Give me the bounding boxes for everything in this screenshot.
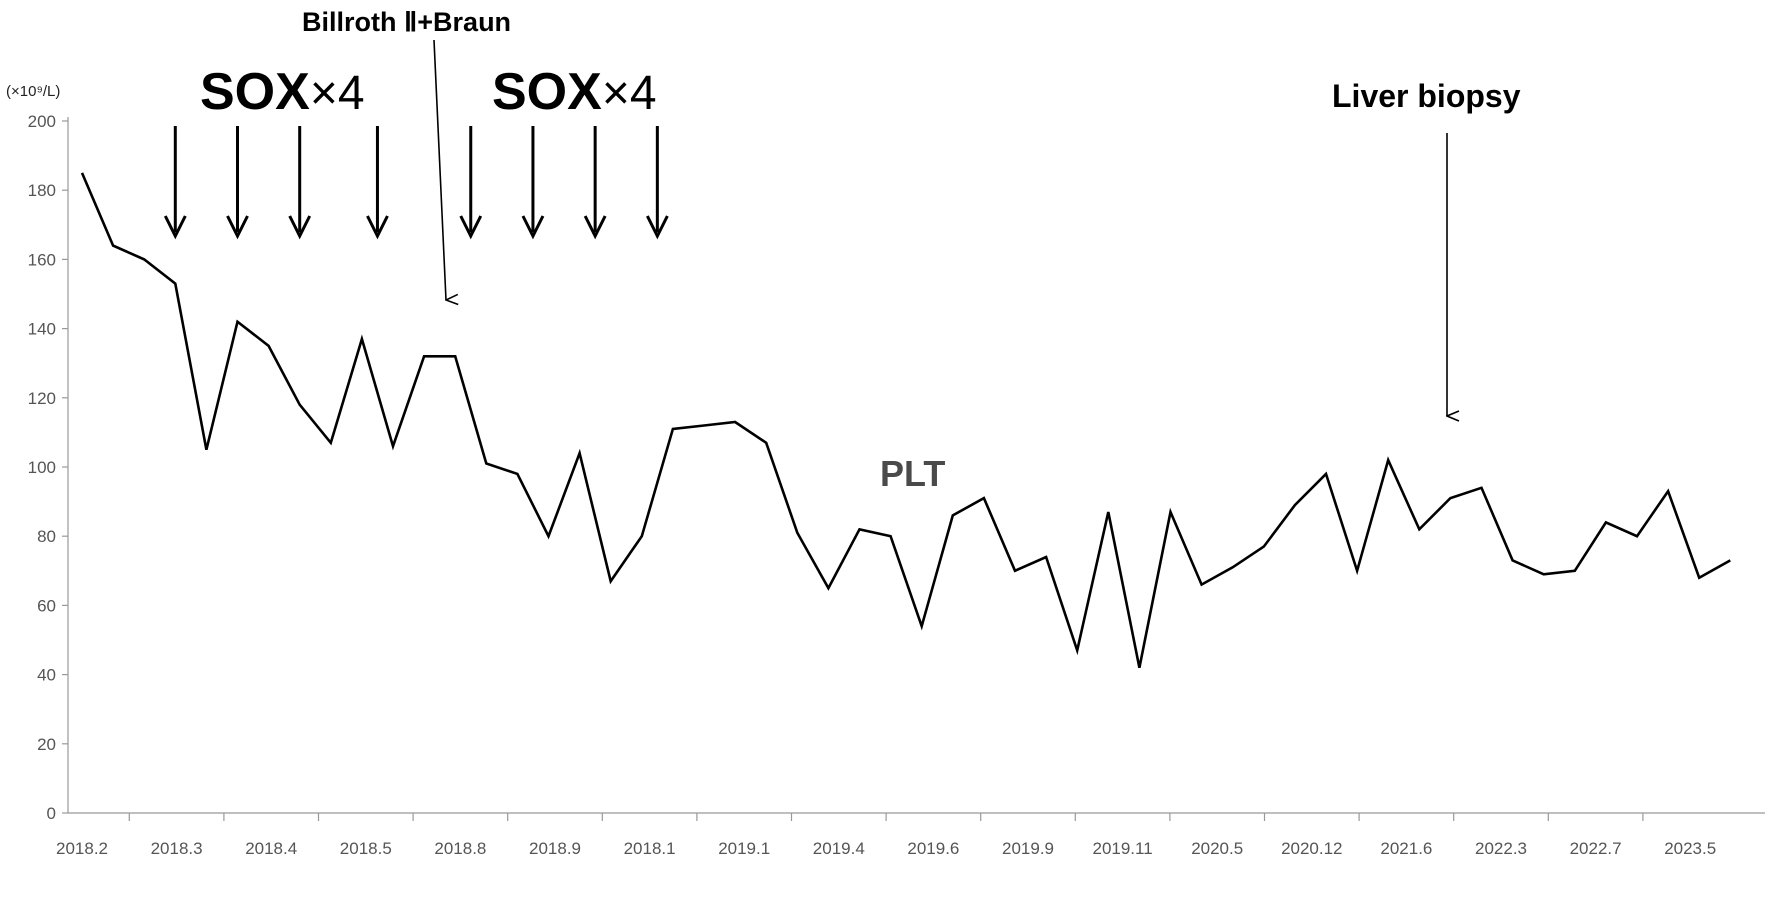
x-tick-label: 2019.6 [907, 839, 959, 858]
plt-series [80, 172, 1731, 668]
x-tick-label: 2019.4 [813, 839, 865, 858]
y-tick-label: 200 [28, 112, 56, 131]
treatment-arrow [646, 126, 669, 240]
treatment-arrow [366, 126, 389, 240]
surgery-label: Billroth Ⅱ+Braun [302, 7, 511, 37]
sox-label: SOX×4 [200, 63, 365, 121]
x-tick-label: 2022.7 [1570, 839, 1622, 858]
annotations: SOX×4 SOX×4 Billroth Ⅱ+Braun Liver biopsy [163, 7, 1521, 416]
x-tick-label: 2019.9 [1002, 839, 1054, 858]
surgery-arrow [433, 39, 446, 300]
y-unit-label: (×10⁹/L) [6, 83, 60, 100]
treatment-arrow [583, 126, 607, 240]
x-tick-label: 2020.12 [1281, 839, 1342, 858]
treatment-arrow [226, 126, 249, 240]
treatment-arrow [459, 126, 483, 240]
y-tick-label: 100 [28, 458, 56, 477]
y-tick-label: 60 [37, 596, 56, 615]
biopsy-label: Liver biopsy [1332, 78, 1521, 114]
x-tick-label: 2019.11 [1092, 839, 1152, 858]
x-tick-label: 2021.6 [1380, 839, 1432, 858]
treatment-arrow [163, 126, 187, 240]
treatment-arrow [288, 126, 312, 240]
y-tick-label: 20 [37, 735, 56, 754]
y-tick-label: 0 [47, 804, 56, 823]
treatment-arrow [521, 126, 545, 240]
x-tick-label: 2018.8 [434, 839, 486, 858]
sox-label: SOX×4 [492, 63, 657, 121]
x-tick-label: 2022.3 [1475, 839, 1527, 858]
x-tick-label: 2018.5 [340, 839, 392, 858]
x-tick-label: 2018.1 [624, 839, 676, 858]
y-tick-label: 40 [37, 666, 56, 685]
y-tick-label: 120 [28, 389, 56, 408]
y-tick-label: 140 [28, 320, 56, 339]
x-tick-label: 2018.2 [56, 839, 108, 858]
y-tick-label: 180 [28, 181, 56, 200]
x-tick-label: 2023.5 [1664, 839, 1716, 858]
y-tick-label: 160 [28, 250, 56, 269]
x-tick-label: 2018.4 [245, 839, 297, 858]
y-tick-label: 80 [37, 527, 56, 546]
x-tick-label: 2020.5 [1191, 839, 1243, 858]
y-axis: 0 20 40 60 80 100 120 140 160 180 200 [28, 112, 69, 823]
x-tick-label: 2019.1 [718, 839, 770, 858]
x-axis: 2018.2 2018.3 2018.4 2018.5 2018.8 2018.9 2018… [56, 812, 1765, 858]
x-tick-label: 2018.9 [529, 839, 581, 858]
plt-line [80, 172, 1731, 668]
x-tick-label: 2018.3 [151, 839, 203, 858]
series-label-plt: PLT [880, 453, 945, 494]
